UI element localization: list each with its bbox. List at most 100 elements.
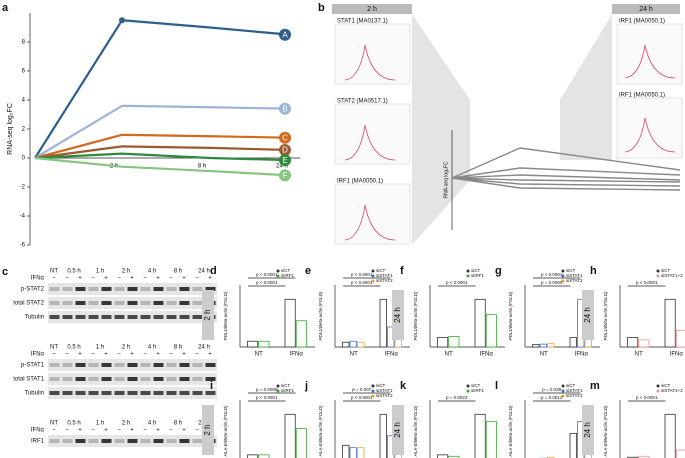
blot-band — [88, 439, 99, 443]
x-tick-label: IFNα — [480, 352, 494, 358]
blot-band — [192, 391, 203, 395]
legend-label: siCT — [376, 383, 385, 388]
blot-row-label: p-STAT2 — [21, 287, 45, 293]
panel-label: a — [2, 2, 9, 14]
bar — [295, 320, 307, 348]
panel-label: b — [318, 2, 325, 14]
legend-swatch — [371, 394, 375, 398]
timepoint: 0.5 h — [67, 421, 80, 427]
bar — [284, 413, 296, 458]
blot-band — [192, 315, 203, 319]
legend-label: siCT — [566, 383, 575, 388]
bar — [664, 298, 676, 348]
sign: + — [182, 276, 186, 282]
time-box — [202, 405, 214, 455]
timepoint: 0.5 h — [67, 269, 80, 275]
motif-name: STAT2 (MA0517.1) — [337, 99, 388, 105]
legend-label: F — [283, 171, 288, 180]
legend-label: siSTAT2 — [566, 393, 583, 398]
legend-marker — [279, 154, 291, 167]
blot-band — [114, 287, 125, 291]
y-tick-label: 8 — [22, 40, 26, 46]
blot-band — [127, 287, 138, 291]
blot-band — [140, 363, 151, 367]
blot-band — [101, 315, 112, 319]
p-value: p < 0.0001 — [636, 280, 658, 285]
sign: + — [182, 428, 186, 434]
blot-row-label: IRF1 — [31, 439, 45, 445]
axis-title: PDL1/Beta-actin (FOLD) — [603, 291, 608, 341]
blot-row-label: total STAT1 — [13, 377, 44, 383]
blot-band — [127, 377, 138, 381]
motif-name: IRF1 (MA0050.1) — [619, 19, 665, 25]
series-line — [34, 156, 291, 177]
blot-band — [140, 377, 151, 381]
panel-label: l — [495, 380, 498, 392]
legend-swatch — [561, 394, 565, 398]
sign: − — [65, 428, 69, 434]
legend-swatch — [561, 274, 565, 278]
timepoint: NT — [50, 269, 58, 275]
timepoint: NT — [50, 421, 58, 427]
blot-band — [179, 363, 190, 367]
legend-swatch — [561, 269, 565, 273]
blot-band — [75, 287, 86, 291]
blot-band — [114, 377, 125, 381]
sign: − — [65, 276, 69, 282]
blot-band — [62, 377, 73, 381]
sign: + — [156, 352, 160, 358]
time-label: 24 h — [583, 422, 592, 438]
panel-label: f — [400, 265, 404, 277]
blot-band — [49, 287, 60, 291]
legend-label: siCT — [566, 268, 575, 273]
y-tick-label: -2 — [20, 185, 26, 191]
legend-swatch — [276, 384, 280, 388]
blot-band — [192, 439, 203, 443]
legend-label: siSTAT1 — [566, 388, 583, 393]
legend-swatch — [656, 269, 660, 273]
blot-band — [166, 377, 177, 381]
legend-swatch — [276, 269, 280, 273]
y-tick-label: 4 — [22, 98, 26, 104]
blot-band — [88, 363, 99, 367]
motif-box — [334, 183, 411, 245]
legend-swatch — [276, 274, 280, 278]
zoom-shade — [560, 14, 612, 160]
blot-band — [49, 439, 60, 443]
motif-header: 24 h — [639, 6, 653, 13]
legend-label: siSTAT1 — [566, 273, 583, 278]
bar — [349, 447, 357, 458]
blot-band — [49, 315, 60, 319]
legend-marker — [279, 28, 291, 41]
blot-band — [62, 301, 73, 305]
x-tick-label: IFNα — [670, 352, 684, 358]
axis-title: PDL1/Beta-actin (FOLD) — [318, 291, 323, 341]
blot-band — [166, 315, 177, 319]
legend-swatch — [656, 389, 660, 393]
sign: − — [91, 428, 95, 434]
bar — [532, 344, 540, 348]
legend-label: siCT — [661, 268, 670, 273]
y-tick-label: 6 — [22, 69, 26, 75]
p-value: p < 0.0001 — [351, 280, 373, 285]
sign: − — [117, 352, 121, 358]
blot-band — [153, 301, 164, 305]
p-value: p = 0.0012 — [541, 395, 563, 400]
timepoint: 8 h — [174, 269, 182, 275]
sign: − — [65, 352, 69, 358]
legend-swatch — [466, 274, 470, 278]
axis-title: HLA-E/Beta-actin (FOLD) — [413, 405, 418, 457]
sign: − — [169, 352, 173, 358]
blot-band — [140, 287, 151, 291]
x-tick-label: NT — [255, 352, 263, 358]
sign: − — [143, 276, 147, 282]
legend-label: A — [282, 30, 288, 39]
timepoint: 1 h — [96, 269, 104, 275]
bar — [284, 298, 296, 348]
legend-label: siSTAT2 — [566, 278, 583, 283]
blot-band — [127, 301, 138, 305]
blot-band — [62, 287, 73, 291]
legend-label: siIRF1 — [281, 388, 294, 393]
legend-label: siCT — [376, 268, 385, 273]
sign: − — [52, 352, 56, 358]
